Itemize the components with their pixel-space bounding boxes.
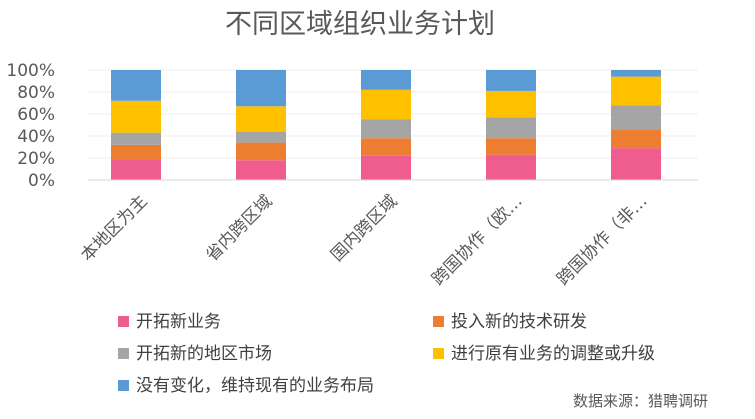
- bar-segment: [236, 70, 286, 107]
- legend-swatch: [433, 348, 444, 359]
- legend-label: 没有变化，维持现有的业务布局: [136, 376, 374, 396]
- x-tick-label: 省内跨区域: [202, 191, 276, 265]
- bar-segment: [486, 138, 536, 155]
- bar-segment: [111, 100, 161, 133]
- bar-segment: [611, 148, 661, 180]
- bar-segment: [611, 129, 661, 149]
- bar-segment: [111, 159, 161, 180]
- bar-segment: [361, 138, 411, 156]
- bar-segment: [111, 70, 161, 101]
- bar-segment: [236, 106, 286, 132]
- x-tick-label: 跨国协作（欧…: [428, 191, 526, 289]
- bar-segment: [611, 76, 661, 106]
- bar-segment: [486, 154, 536, 180]
- bar-segment: [111, 132, 161, 145]
- x-tick-label: 国内跨区域: [327, 191, 401, 265]
- bar-segment: [236, 131, 286, 143]
- legend-swatch: [118, 316, 129, 327]
- x-axis-labels: 本地区为主 省内跨区域 国内跨区域 跨国协作（欧… 跨国协作（非…: [77, 191, 651, 289]
- bar-segment: [486, 117, 536, 139]
- bar-segment: [361, 119, 411, 139]
- bar-segment: [111, 144, 161, 160]
- legend-label: 开拓新的地区市场: [136, 344, 272, 364]
- y-tick-label: 60%: [17, 105, 55, 125]
- bar-segment: [361, 155, 411, 180]
- legend-label: 投入新的技术研发: [451, 312, 587, 332]
- bars: [111, 70, 661, 180]
- bar-segment: [361, 89, 411, 120]
- chart-title: 不同区域组织业务计划: [225, 9, 495, 40]
- y-tick-label: 0%: [28, 171, 55, 191]
- y-axis-ticks: 0%20%40%60%80%100%: [6, 61, 55, 191]
- y-tick-label: 80%: [17, 83, 55, 103]
- x-tick-label: 跨国协作（非…: [553, 191, 651, 289]
- y-tick-label: 100%: [6, 61, 55, 81]
- bar-segment: [611, 70, 661, 77]
- legend-swatch: [118, 348, 129, 359]
- bar-segment: [361, 70, 411, 90]
- legend-swatch: [433, 316, 444, 327]
- legend-swatch: [118, 380, 129, 391]
- bar-segment: [486, 70, 536, 91]
- bar-segment: [236, 142, 286, 161]
- y-tick-label: 40%: [17, 127, 55, 147]
- x-tick-label: 本地区为主: [77, 191, 151, 265]
- y-tick-label: 20%: [17, 149, 55, 169]
- source-note: 数据来源：猎聘调研: [573, 392, 708, 410]
- bar-segment: [236, 160, 286, 180]
- bar-segment: [486, 90, 536, 118]
- bar-segment: [611, 105, 661, 130]
- legend-label: 进行原有业务的调整或升级: [451, 344, 655, 364]
- legend-label: 开拓新业务: [136, 312, 221, 332]
